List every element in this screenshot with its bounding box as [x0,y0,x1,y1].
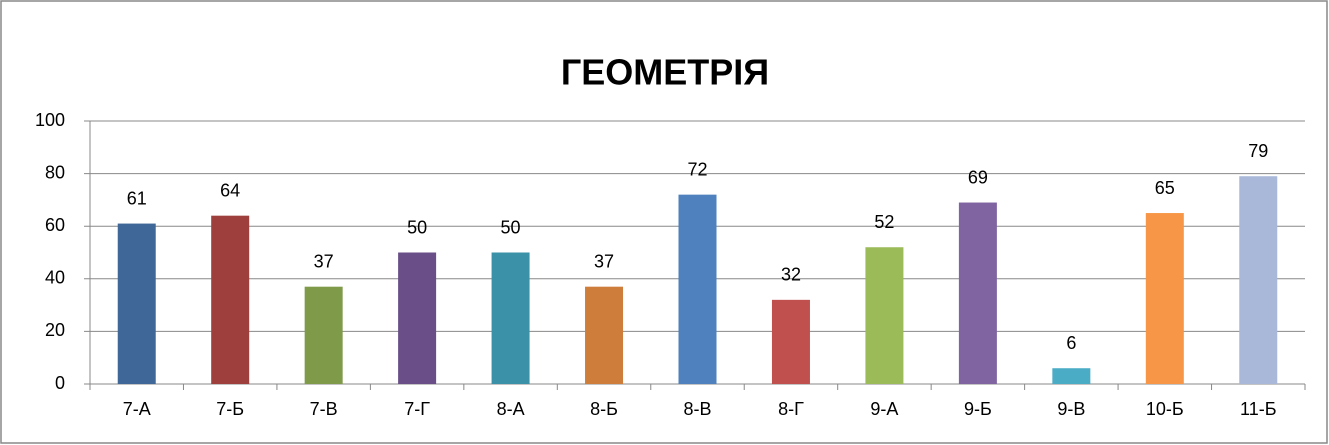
data-label: 64 [220,180,240,200]
bar [1145,213,1184,384]
x-tick-label: 8-В [683,399,711,419]
y-tick-label: 100 [35,110,65,130]
data-label: 61 [127,188,147,208]
y-tick-label: 0 [55,373,65,393]
bar [1239,176,1278,384]
data-label: 52 [874,212,894,232]
data-label: 6 [1066,333,1076,353]
x-tick-label: 9-В [1057,399,1085,419]
data-label: 50 [501,217,521,237]
x-tick-label: 7-Б [216,399,244,419]
data-label: 50 [407,217,427,237]
bar [304,286,343,384]
bar [211,215,250,384]
x-tick-label: 7-А [123,399,151,419]
bar [491,252,530,384]
chart-title: ГЕОМЕТРІЯ [561,52,769,93]
x-tick-label: 10-Б [1146,399,1184,419]
x-tick-label: 8-Г [778,399,804,419]
bar [958,202,997,384]
x-tick-label: 7-Г [404,399,430,419]
x-tick-label: 9-Б [964,399,992,419]
bar [678,194,717,384]
data-label: 37 [314,251,334,271]
bar [398,252,437,384]
x-tick-label: 8-А [497,399,525,419]
bar [771,299,810,384]
x-tick-label: 11-Б [1240,399,1277,419]
data-label: 69 [968,167,988,187]
x-tick-label: 9-А [870,399,898,419]
bar [865,247,904,384]
data-label: 37 [594,251,614,271]
data-label: 32 [781,265,801,285]
bar [1052,368,1091,384]
data-label: 65 [1155,178,1175,198]
y-tick-label: 40 [45,268,65,288]
data-label: 72 [687,159,707,179]
y-tick-label: 80 [45,162,65,182]
y-tick-label: 60 [45,215,65,235]
data-label: 79 [1248,141,1268,161]
x-tick-label: 8-Б [590,399,618,419]
y-tick-label: 20 [45,320,65,340]
x-tick-label: 7-В [310,399,338,419]
bar [585,286,624,384]
bar [117,223,156,384]
